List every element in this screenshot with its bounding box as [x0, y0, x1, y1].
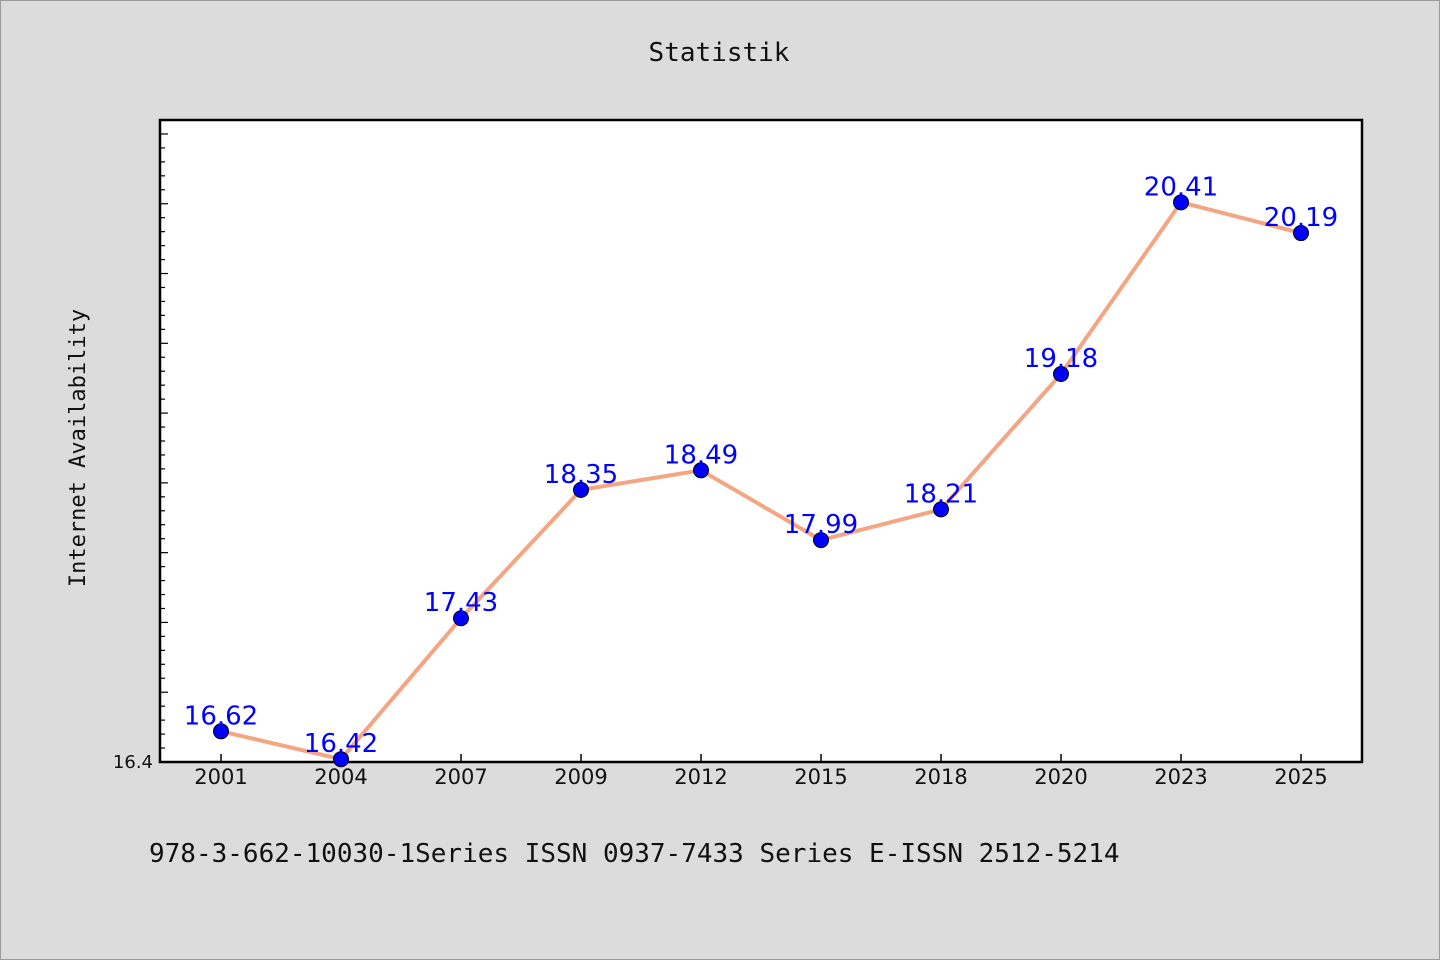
data-point — [333, 751, 349, 768]
x-tick-label: 2001 — [194, 765, 247, 789]
y-tick-labels: 16.4 — [113, 752, 153, 773]
footer-text: 978-3-662-10030-1Series ISSN 0937-7433 S… — [149, 839, 1120, 869]
x-tick-label: 2020 — [1034, 765, 1087, 789]
series-line — [220, 200, 1302, 762]
x-tick-label: 2018 — [914, 765, 967, 789]
data-label: 19.18 — [1024, 344, 1098, 374]
x-tick-label: 2009 — [554, 765, 607, 789]
data-label: 18.49 — [664, 440, 738, 470]
data-point — [933, 501, 949, 518]
y-tick-label: 16.4 — [113, 752, 153, 773]
data-label: 20.19 — [1264, 203, 1338, 233]
data-label: 16.42 — [304, 729, 378, 759]
y-axis-label: Internet Availability — [66, 309, 91, 587]
data-point — [1293, 225, 1309, 242]
data-label: 17.99 — [784, 510, 858, 540]
data-point — [453, 610, 469, 627]
data-label: 16.62 — [184, 701, 258, 731]
y-axis-ticks — [160, 133, 168, 749]
chart-title: Statistik — [649, 38, 790, 68]
data-point — [1173, 194, 1189, 211]
x-tick-label: 2007 — [434, 765, 487, 789]
data-point — [1053, 366, 1069, 383]
x-tick-label: 2015 — [794, 765, 847, 789]
data-labels: 16.62 16.42 17.43 18.35 18.49 17.99 18.21 19.18… — [184, 172, 1338, 759]
data-label: 18.21 — [904, 479, 978, 509]
x-tick-labels: 2001 2004 2007 2009 2012 2015 2018 2020 2023 2025 — [194, 765, 1327, 789]
data-point — [813, 532, 829, 549]
data-point — [693, 462, 709, 479]
x-tick-label: 2012 — [674, 765, 727, 789]
x-tick-label: 2004 — [314, 765, 367, 789]
data-markers — [213, 194, 1309, 768]
data-label: 20.41 — [1144, 172, 1218, 202]
plot-area — [158, 118, 1364, 764]
x-tick-label: 2023 — [1154, 765, 1207, 789]
data-label: 17.43 — [424, 588, 498, 618]
data-point — [573, 481, 589, 498]
data-point — [213, 723, 229, 740]
x-tick-label: 2025 — [1274, 765, 1327, 789]
data-label: 18.35 — [544, 460, 618, 490]
